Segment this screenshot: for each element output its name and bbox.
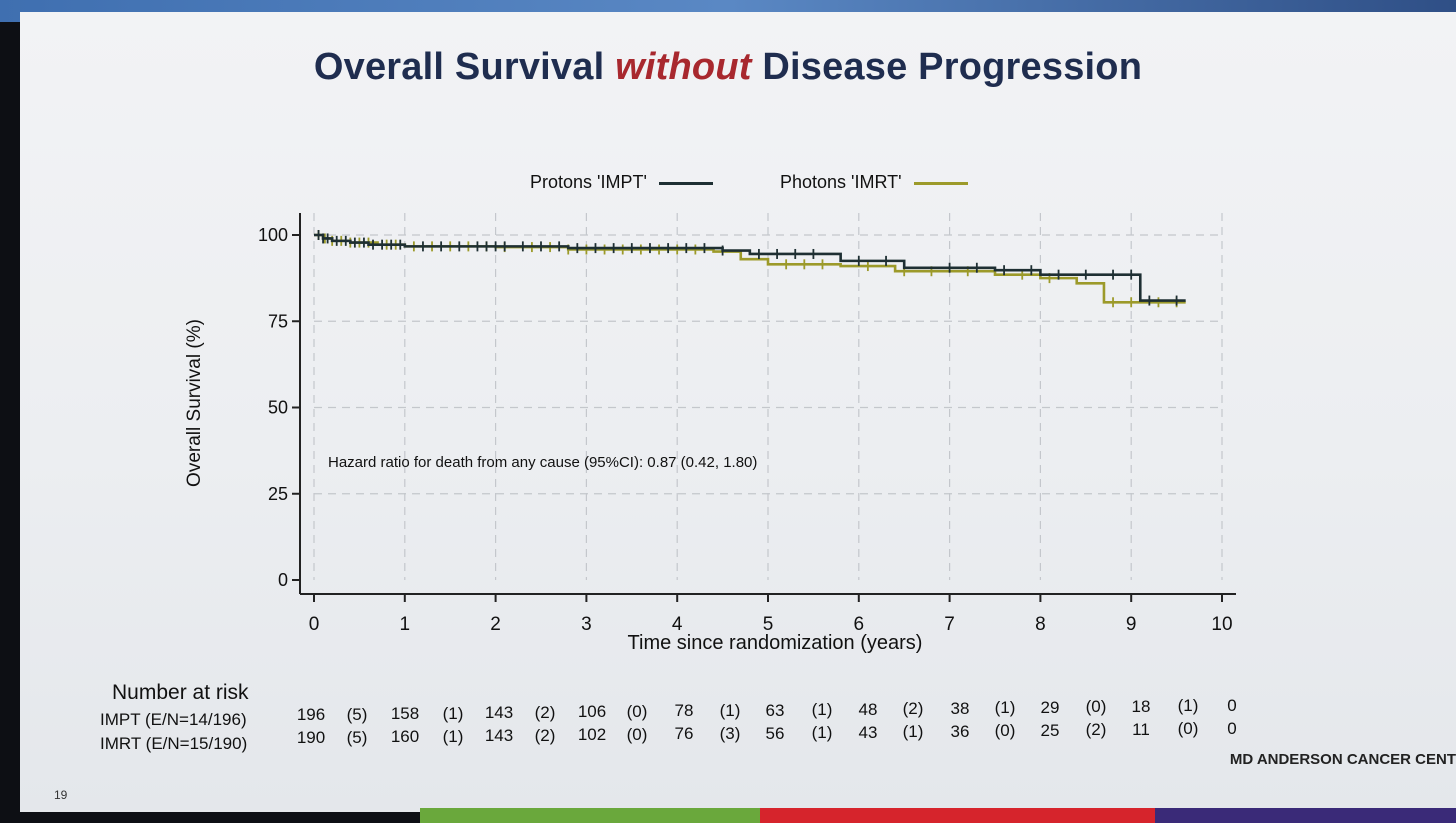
risk-cell-imrt-12: 43 — [858, 722, 878, 742]
risk-cell-imrt-18: 11 — [1132, 719, 1150, 739]
risk-cell-imrt-10: 56 — [765, 723, 785, 743]
risk-cell-imrt-9: (3) — [719, 723, 741, 743]
y-tick-label-0: 0 — [278, 570, 288, 590]
risk-cell-impt-16: 29 — [1040, 697, 1060, 717]
risk-cell-impt-6: 106 — [577, 702, 607, 722]
risk-cell-imrt-19: (0) — [1177, 719, 1199, 739]
risk-cell-imrt-2: 160 — [390, 727, 420, 747]
risk-cell-imrt-6: 102 — [577, 725, 607, 745]
x-tick-label-3: 3 — [581, 614, 592, 635]
risk-cell-impt-14: 38 — [950, 698, 970, 718]
risk-cell-imrt-5: (2) — [534, 725, 556, 745]
risk-cell-impt-0: 196 — [296, 705, 326, 724]
risk-cell-imrt-20: 0 — [1227, 719, 1237, 738]
risk-cell-imrt-7: (0) — [626, 724, 648, 744]
risk-cell-impt-10: 63 — [765, 700, 785, 720]
risk-cell-impt-7: (0) — [626, 701, 648, 721]
risk-cell-imrt-3: (1) — [442, 726, 464, 746]
page-number: 19 — [54, 788, 68, 802]
x-tick-label-6: 6 — [854, 614, 865, 635]
risk-cell-impt-19: (1) — [1177, 696, 1199, 716]
risk-cell-impt-5: (2) — [534, 702, 556, 722]
x-tick-label-0: 0 — [309, 614, 320, 635]
risk-cell-imrt-8: 76 — [674, 724, 694, 744]
hazard-ratio-annotation: Hazard ratio for death from any cause (9… — [328, 454, 758, 471]
title-emphasis: without — [615, 46, 752, 88]
risk-cell-imrt-14: 36 — [950, 721, 970, 741]
y-tick-label-75: 75 — [268, 311, 288, 331]
risk-cell-impt-3: (1) — [442, 703, 464, 723]
risk-row-label-imrt: IMRT (E/N=15/190) — [100, 734, 248, 753]
footer-institution: MD ANDERSON CANCER CENT — [1229, 751, 1456, 768]
bottom-bar-red — [760, 808, 1155, 823]
y-tick-label-25: 25 — [268, 484, 288, 504]
legend-swatch-imrt — [913, 181, 968, 185]
legend-entry-impt: Protons 'IMPT' — [530, 172, 713, 193]
risk-cell-impt-1: (5) — [346, 704, 368, 724]
x-tick-label-1: 1 — [400, 614, 411, 635]
title-part-1: Overall Survival — [313, 46, 616, 88]
y-tick-label-100: 100 — [258, 225, 288, 245]
risk-cell-impt-18: 18 — [1131, 696, 1151, 716]
x-tick-label-8: 8 — [1035, 614, 1046, 635]
risk-row-label-impt: IMPT (E/N=14/196) — [100, 710, 247, 729]
x-tick-label-9: 9 — [1126, 614, 1137, 635]
risk-cell-imrt-16: 25 — [1040, 720, 1060, 740]
risk-cell-impt-15: (1) — [994, 698, 1016, 718]
bottom-bar-purple — [1155, 808, 1456, 823]
risk-table-title: Number at risk — [112, 681, 249, 704]
risk-cell-impt-11: (1) — [811, 700, 833, 720]
risk-cell-imrt-4: 143 — [484, 726, 514, 746]
risk-cell-impt-9: (1) — [719, 700, 741, 720]
risk-cell-imrt-0: 190 — [296, 728, 326, 747]
risk-cell-impt-4: 143 — [484, 703, 514, 723]
risk-cell-imrt-1: (5) — [346, 727, 368, 747]
bottom-bar-green — [420, 808, 760, 823]
risk-cell-impt-8: 78 — [674, 701, 694, 721]
risk-cell-impt-20: 0 — [1227, 696, 1237, 715]
legend-label-impt: Protons 'IMPT' — [530, 172, 647, 192]
slide-paper — [20, 12, 1456, 812]
risk-cell-imrt-17: (2) — [1085, 720, 1107, 740]
legend-swatch-impt — [658, 181, 713, 185]
x-tick-label-10: 10 — [1211, 614, 1232, 635]
y-tick-label-50: 50 — [268, 398, 288, 418]
risk-cell-impt-12: 48 — [858, 699, 878, 719]
risk-cell-imrt-11: (1) — [811, 723, 833, 743]
x-tick-label-7: 7 — [944, 614, 955, 635]
slide-title: Overall Survival without Disease Progres… — [0, 46, 1456, 89]
risk-cell-impt-13: (2) — [902, 699, 924, 719]
risk-cell-impt-17: (0) — [1085, 697, 1107, 717]
x-tick-label-5: 5 — [763, 614, 774, 635]
x-tick-label-2: 2 — [490, 614, 501, 635]
km-line-impt — [314, 233, 1186, 302]
legend-entry-imrt: Photons 'IMRT' — [780, 172, 968, 193]
x-tick-label-4: 4 — [672, 614, 683, 635]
x-axis-label: Time since randomization (years) — [627, 632, 923, 654]
title-part-2: Disease Progression — [751, 46, 1143, 88]
risk-cell-impt-2: 158 — [390, 704, 420, 724]
risk-cell-imrt-15: (0) — [994, 721, 1016, 741]
risk-cell-imrt-13: (1) — [902, 722, 924, 742]
legend-label-imrt: Photons 'IMRT' — [780, 172, 902, 192]
